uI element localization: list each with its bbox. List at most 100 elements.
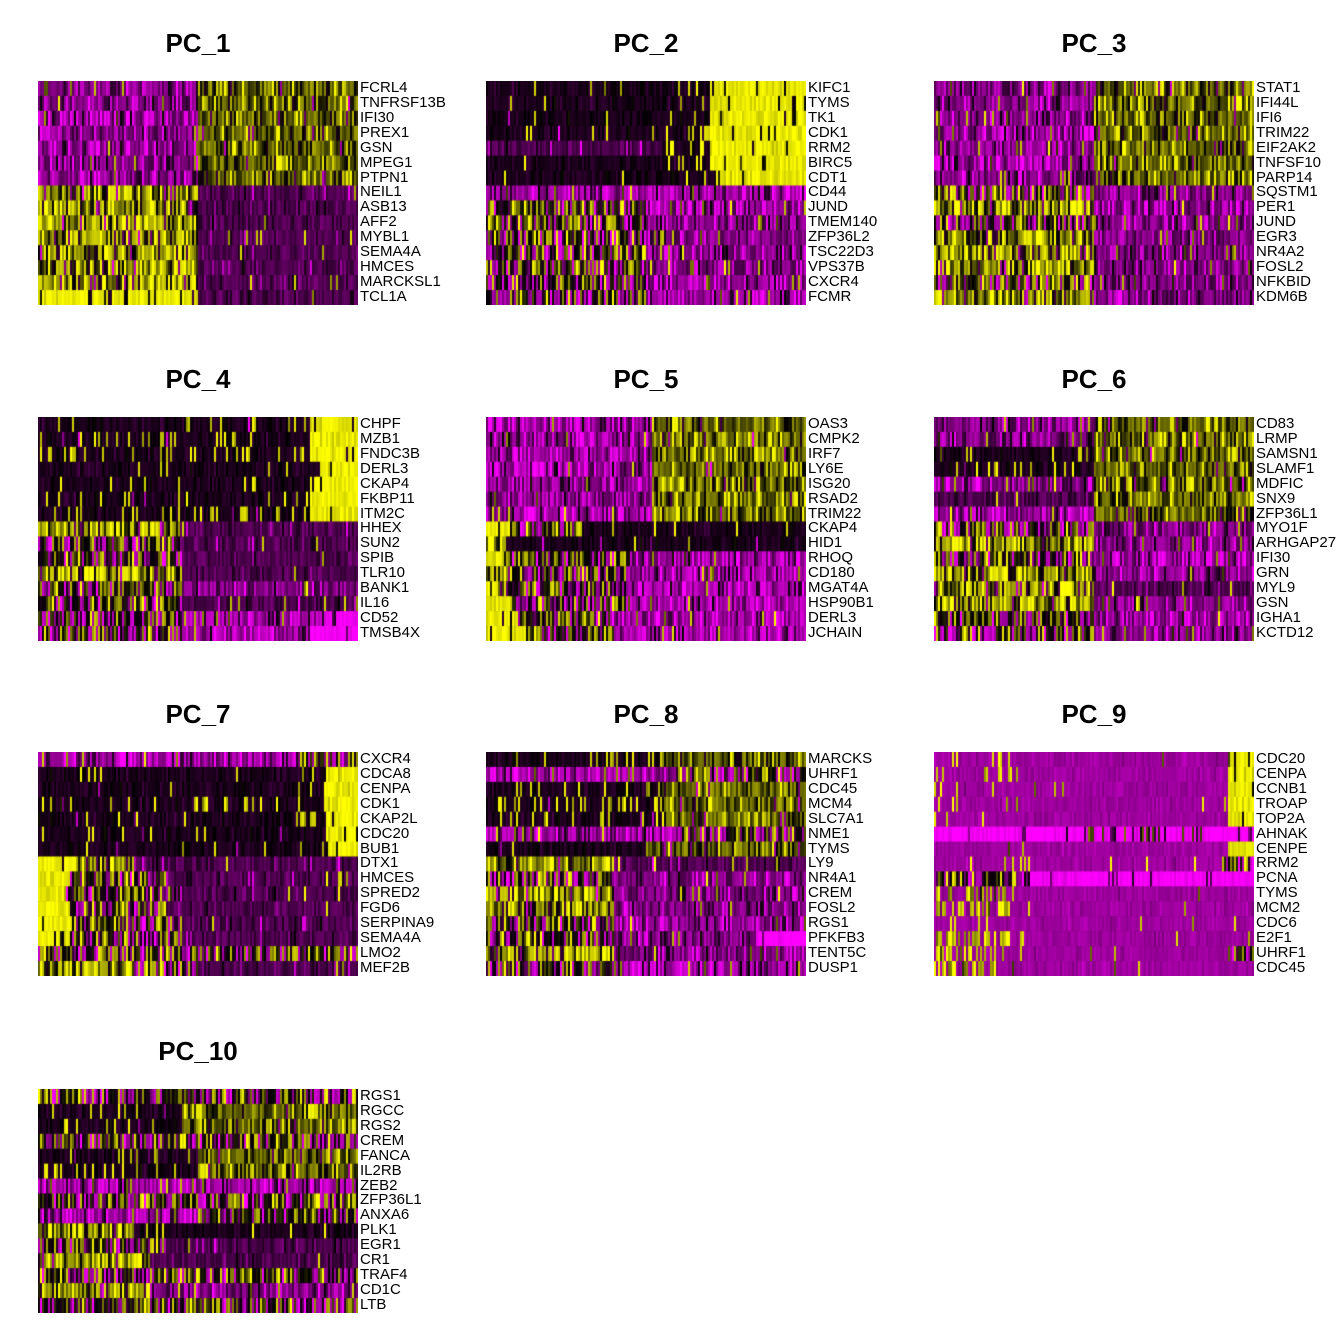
gene-label: HID1 bbox=[808, 534, 843, 552]
gene-label: NR4A1 bbox=[808, 869, 857, 887]
gene-label: SERPINA9 bbox=[360, 914, 435, 932]
gene-label: IRF7 bbox=[808, 444, 841, 462]
gene-label: LY6E bbox=[808, 459, 844, 477]
gene-label: UHRF1 bbox=[1256, 943, 1307, 961]
gene-label: ITM2C bbox=[360, 504, 405, 522]
gene-label: ANXA6 bbox=[360, 1206, 410, 1224]
gene-labels: CDC20 CENPA CCNB1 TROAP TOP2A AHNAK CENPE RRM2 P… bbox=[1256, 751, 1344, 976]
gene-labels: FCRL4 TNFRSF13B IFI30 PREX1 GSN MPEG1 PTPN1 NEI… bbox=[360, 79, 510, 305]
pc-panel-6: PC_6 CD83 LRMP SAMSN1 SLAMF1 MDFIC SNX9 ZFP36L1… bbox=[896, 335, 1344, 670]
gene-label: FOSL2 bbox=[1256, 258, 1304, 276]
gene-label: CKAP4 bbox=[360, 474, 410, 492]
pc-panel-8: PC_8 MARCKS UHRF1 CDC45 MCM4 SLC7A1 NME1 TYMS LY… bbox=[448, 670, 896, 1005]
gene-label: CXCR4 bbox=[360, 750, 411, 767]
gene-label: BANK1 bbox=[360, 579, 410, 597]
gene-label: CDC45 bbox=[1256, 958, 1306, 976]
gene-label: CENPA bbox=[360, 779, 411, 797]
gene-label: CDK1 bbox=[808, 123, 849, 141]
heatmap-canvas bbox=[38, 417, 358, 641]
gene-label: BUB1 bbox=[360, 839, 400, 857]
gene-label: MYL9 bbox=[1256, 579, 1296, 597]
gene-label: ISG20 bbox=[808, 474, 851, 492]
gene-label: IFI6 bbox=[1256, 108, 1282, 126]
gene-label: RSAD2 bbox=[808, 489, 859, 507]
gene-label: SQSTM1 bbox=[1256, 183, 1318, 201]
gene-label: TRIM22 bbox=[1256, 123, 1310, 141]
gene-label: RGS1 bbox=[360, 1087, 401, 1104]
gene-label: LMO2 bbox=[360, 943, 401, 961]
gene-label: ZFP36L2 bbox=[808, 228, 870, 246]
gene-label: IGHA1 bbox=[1256, 608, 1302, 626]
gene-label: TROAP bbox=[1256, 794, 1308, 812]
gene-label: STAT1 bbox=[1256, 79, 1301, 96]
gene-label: SLC7A1 bbox=[808, 809, 864, 827]
gene-label: AHNAK bbox=[1256, 824, 1308, 842]
panel-title: PC_8 bbox=[613, 699, 679, 729]
gene-label: NR4A2 bbox=[1256, 243, 1305, 261]
gene-label: HMCES bbox=[360, 869, 415, 887]
gene-label: CD52 bbox=[360, 608, 399, 626]
gene-label: CDK1 bbox=[360, 794, 401, 812]
gene-labels: RGS1 RGCC RGS2 CREM FANCA IL2RB ZEB2 ZFP36L1 ANX… bbox=[360, 1087, 510, 1313]
gene-label: GRN bbox=[1256, 564, 1290, 582]
gene-label: MEF2B bbox=[360, 958, 411, 976]
gene-labels: CHPF MZB1 FNDC3B DERL3 CKAP4 FKBP11 ITM2C HHEX S… bbox=[360, 416, 510, 641]
gene-label: FKBP11 bbox=[360, 489, 415, 507]
gene-label: FOSL2 bbox=[808, 899, 856, 917]
gene-label: EGR1 bbox=[360, 1236, 401, 1254]
gene-label: ZEB2 bbox=[360, 1176, 398, 1194]
gene-label: CR1 bbox=[360, 1251, 391, 1269]
gene-label: EGR3 bbox=[1256, 228, 1297, 246]
heatmap-canvas bbox=[486, 752, 806, 976]
gene-label: CCNB1 bbox=[1256, 779, 1307, 797]
gene-label: MGAT4A bbox=[808, 579, 869, 597]
gene-label: MYO1F bbox=[1256, 519, 1308, 537]
gene-label: MARCKSL1 bbox=[360, 272, 441, 290]
gene-label: FANCA bbox=[360, 1146, 411, 1164]
gene-label: IL16 bbox=[360, 594, 390, 612]
gene-label: CD83 bbox=[1256, 415, 1295, 432]
pc-panel-3: PC_3 STAT1 IFI44L IFI6 TRIM22 EIF2AK2 TNFSF10 P… bbox=[896, 0, 1344, 335]
gene-label: CDC6 bbox=[1256, 914, 1297, 932]
gene-label: PARP14 bbox=[1256, 168, 1313, 186]
gene-label: CDCA8 bbox=[360, 764, 411, 782]
panel-title: PC_9 bbox=[1061, 699, 1127, 729]
gene-label: ZFP36L1 bbox=[1256, 504, 1318, 522]
gene-label: KDM6B bbox=[1256, 287, 1308, 305]
gene-label: LY9 bbox=[808, 854, 834, 872]
gene-labels: OAS3 CMPK2 IRF7 LY6E ISG20 RSAD2 TRIM22 CKAP4 HI… bbox=[808, 416, 958, 641]
gene-label: SUN2 bbox=[360, 534, 401, 552]
gene-label: FNDC3B bbox=[360, 444, 421, 462]
pc-panel-10: PC_10 RGS1 RGCC RGS2 CREM FANCA IL2RB ZEB2 ZFP36… bbox=[0, 1005, 448, 1340]
gene-label: BIRC5 bbox=[808, 153, 853, 171]
gene-label: KIFC1 bbox=[808, 79, 851, 96]
panel-title: PC_1 bbox=[165, 28, 231, 58]
gene-label: HSP90B1 bbox=[808, 594, 874, 612]
panel-title: PC_6 bbox=[1061, 364, 1127, 394]
gene-label: CXCR4 bbox=[808, 272, 859, 290]
gene-label: FCRL4 bbox=[360, 79, 408, 96]
gene-label: CREM bbox=[360, 1131, 405, 1149]
gene-label: SAMSN1 bbox=[1256, 444, 1318, 462]
gene-label: CD44 bbox=[808, 183, 847, 201]
gene-label: ASB13 bbox=[360, 198, 407, 216]
gene-label: TNFSF10 bbox=[1256, 153, 1322, 171]
panel-title: PC_10 bbox=[158, 1036, 238, 1066]
gene-label: GSN bbox=[1256, 594, 1289, 612]
heatmap-canvas bbox=[934, 417, 1254, 641]
gene-label: RGS2 bbox=[360, 1116, 401, 1134]
gene-label: TYMS bbox=[808, 93, 850, 111]
gene-label: RRM2 bbox=[808, 138, 851, 156]
heatmap-canvas bbox=[38, 81, 358, 305]
pc-panel-2: PC_2 KIFC1 TYMS TK1 CDK1 RRM2 BIRC5 CDT1 CD44 JUN… bbox=[448, 0, 896, 335]
gene-labels: KIFC1 TYMS TK1 CDK1 RRM2 BIRC5 CDT1 CD44 JUND TME… bbox=[808, 79, 958, 305]
gene-labels: MARCKS UHRF1 CDC45 MCM4 SLC7A1 NME1 TYMS LY9 NR4… bbox=[808, 751, 958, 976]
gene-label: NEIL1 bbox=[360, 183, 402, 201]
gene-label: ARHGAP27 bbox=[1256, 534, 1337, 552]
heatmap-canvas bbox=[934, 752, 1254, 976]
gene-label: KCTD12 bbox=[1256, 623, 1314, 641]
gene-label: MDFIC bbox=[1256, 474, 1304, 492]
gene-labels: CD83 LRMP SAMSN1 SLAMF1 MDFIC SNX9 ZFP36L1 MYO1… bbox=[1256, 415, 1344, 641]
gene-label: TSC22D3 bbox=[808, 243, 874, 261]
